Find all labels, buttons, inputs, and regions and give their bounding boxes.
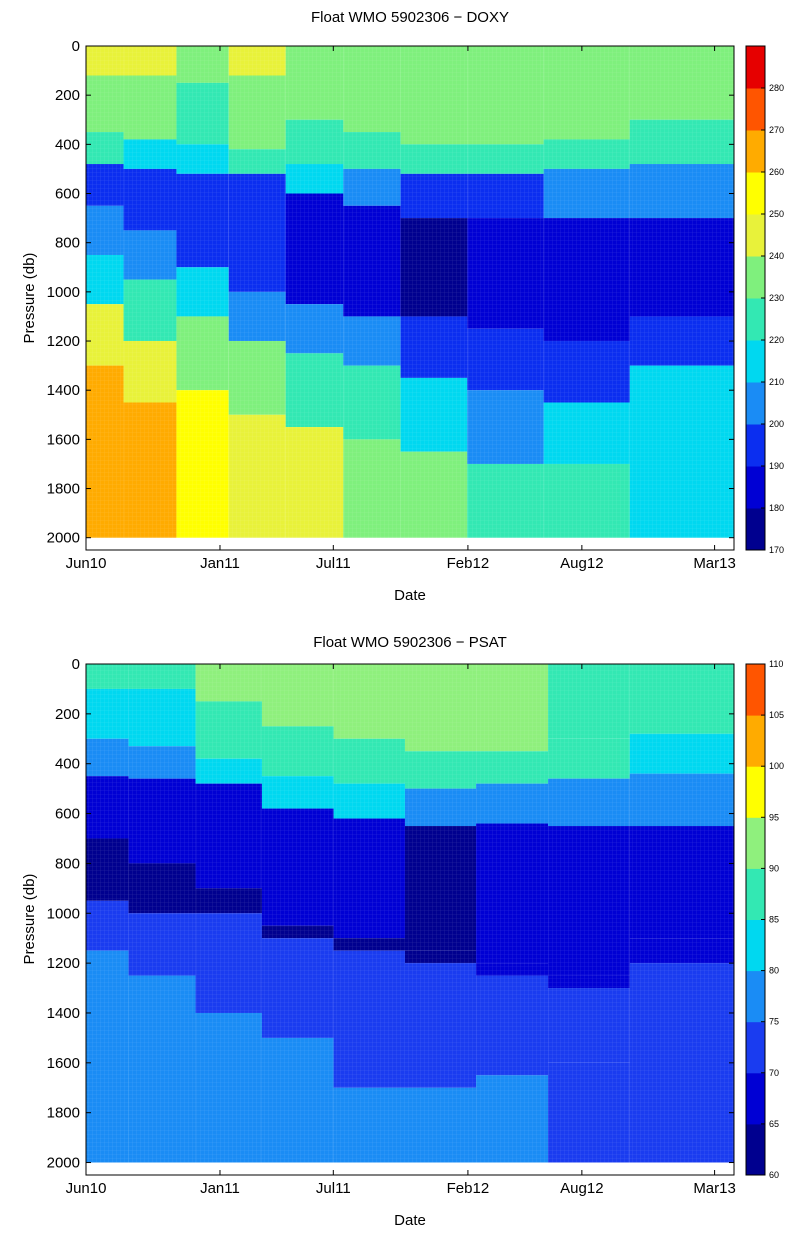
colorbar-segment <box>746 424 765 467</box>
y-tick-label: 2000 <box>47 530 80 547</box>
y-tick-label: 400 <box>55 756 80 773</box>
colorbar-segment <box>746 340 765 383</box>
colorbar-segment <box>746 46 765 89</box>
x-tick-label: Jan11 <box>200 1180 240 1197</box>
y-tick-label: 400 <box>55 136 80 153</box>
colorbar-segment <box>746 172 765 215</box>
colorbar-tick-label: 280 <box>769 83 784 93</box>
colorbar-tick-label: 200 <box>769 419 784 429</box>
y-tick-label: 800 <box>55 855 80 872</box>
x-tick-label: Mar13 <box>693 1180 736 1197</box>
colorbar-tick-label: 210 <box>769 377 784 387</box>
y-tick-label: 1000 <box>47 284 80 301</box>
x-tick-label: Feb12 <box>447 555 490 572</box>
plot-area <box>86 664 734 1175</box>
colorbar-segment <box>746 466 765 509</box>
y-tick-label: 2000 <box>47 1155 80 1172</box>
y-tick-label: 1000 <box>47 905 80 922</box>
x-axis-label: Date <box>394 587 426 604</box>
colorbar-segment <box>746 130 765 173</box>
chart-title: Float WMO 5902306 − PSAT <box>313 634 507 651</box>
plot-area <box>86 46 734 550</box>
doxy-chart: Float WMO 5902306 − DOXY Jun10 Jan11 Jul11… <box>21 9 784 604</box>
y-tick-label: 1800 <box>47 1105 80 1122</box>
colorbar-tick-label: 90 <box>769 863 779 873</box>
x-tick-label: Jan11 <box>200 555 240 572</box>
colorbar-tick-label: 270 <box>769 125 784 135</box>
colorbar-tick-label: 105 <box>769 710 784 720</box>
colorbar: 60 65 70 75 80 85 90 95 100 105 110 <box>745 659 784 1180</box>
colorbar-segment <box>746 382 765 425</box>
x-axis: Jun10 Jan11 Jul11 Feb12 Aug12 Mar13 <box>66 46 736 572</box>
psat-figure: Float WMO 5902306 − PSAT Jun10 Jan11 Jul11… <box>0 614 797 1229</box>
plot-frame <box>85 663 735 1176</box>
colorbar-tick-label: 180 <box>769 503 784 513</box>
colorbar: 170 180 190 200 210 220 230 240 250 260 270 280 <box>745 45 784 555</box>
x-tick-label: Jul11 <box>316 555 351 572</box>
colorbar-segment <box>746 817 765 869</box>
y-tick-label: 0 <box>72 656 80 673</box>
x-tick-label: Jun10 <box>66 1180 107 1197</box>
colorbar-segment <box>746 970 765 1023</box>
colorbar-segment <box>746 1072 765 1125</box>
colorbar-tick-label: 80 <box>769 966 779 976</box>
colorbar-tick-label: 170 <box>769 545 784 555</box>
x-axis-label: Date <box>394 1212 426 1229</box>
colorbar-tick-label: 250 <box>769 209 784 219</box>
y-tick-label: 1200 <box>47 333 80 350</box>
x-tick-label: Aug12 <box>560 1180 603 1197</box>
x-tick-label: Jun10 <box>66 555 107 572</box>
colorbar-segment <box>746 1123 765 1176</box>
x-tick-label: Jul11 <box>316 1180 351 1197</box>
colorbar-segment <box>746 715 765 767</box>
y-tick-label: 1200 <box>47 955 80 972</box>
colorbar-tick-label: 95 <box>769 812 779 822</box>
colorbar-segment <box>746 214 765 257</box>
y-tick-label: 1600 <box>47 431 80 448</box>
colorbar-tick-label: 240 <box>769 251 784 261</box>
colorbar-tick-label: 75 <box>769 1017 779 1027</box>
colorbar-tick-label: 190 <box>769 461 784 471</box>
x-tick-label: Mar13 <box>693 555 736 572</box>
colorbar-segment <box>746 256 765 299</box>
y-tick-label: 200 <box>55 87 80 104</box>
colorbar-segment <box>746 868 765 920</box>
y-tick-label: 200 <box>55 706 80 723</box>
colorbar-tick-label: 85 <box>769 915 779 925</box>
colorbar-tick-label: 70 <box>769 1068 779 1078</box>
colorbar-segment <box>746 298 765 341</box>
y-tick-label: 1600 <box>47 1055 80 1072</box>
doxy-figure: Float WMO 5902306 − DOXY Jun10 Jan11 Jul11… <box>0 0 797 614</box>
y-axis: 0 200 400 600 800 1000 1200 1400 1600 1800 2000 <box>47 38 734 547</box>
colorbar-tick-label: 60 <box>769 1170 779 1180</box>
y-tick-label: 1400 <box>47 1005 80 1022</box>
colorbar-tick-label: 230 <box>769 293 784 303</box>
y-tick-label: 1400 <box>47 382 80 399</box>
colorbar-tick-label: 100 <box>769 761 784 771</box>
x-tick-label: Aug12 <box>560 555 603 572</box>
y-tick-label: 1800 <box>47 481 80 498</box>
y-tick-label: 600 <box>55 186 80 203</box>
chart-title: Float WMO 5902306 − DOXY <box>311 9 509 26</box>
y-tick-label: 800 <box>55 235 80 252</box>
colorbar-tick-label: 220 <box>769 335 784 345</box>
colorbar-segment <box>746 508 765 551</box>
x-axis: Jun10 Jan11 Jul11 Feb12 Aug12 Mar13 <box>66 664 736 1197</box>
x-tick-label: Feb12 <box>447 1180 490 1197</box>
colorbar-segment <box>746 766 765 818</box>
colorbar-tick-label: 260 <box>769 167 784 177</box>
colorbar-segment <box>746 664 765 716</box>
colorbar-segment <box>746 919 765 972</box>
colorbar-segment <box>746 88 765 131</box>
y-tick-label: 0 <box>72 38 80 55</box>
y-axis-label: Pressure (db) <box>21 253 38 344</box>
y-axis: 0 200 400 600 800 1000 1200 1400 1600 1800 2000 <box>47 656 734 1172</box>
plot-frame <box>85 45 735 551</box>
colorbar-tick-label: 65 <box>769 1119 779 1129</box>
y-axis-label: Pressure (db) <box>21 874 38 965</box>
colorbar-segment <box>746 1021 765 1074</box>
y-tick-label: 600 <box>55 806 80 823</box>
colorbar-tick-label: 110 <box>769 659 783 669</box>
psat-chart: Float WMO 5902306 − PSAT Jun10 Jan11 Jul11… <box>21 634 784 1229</box>
